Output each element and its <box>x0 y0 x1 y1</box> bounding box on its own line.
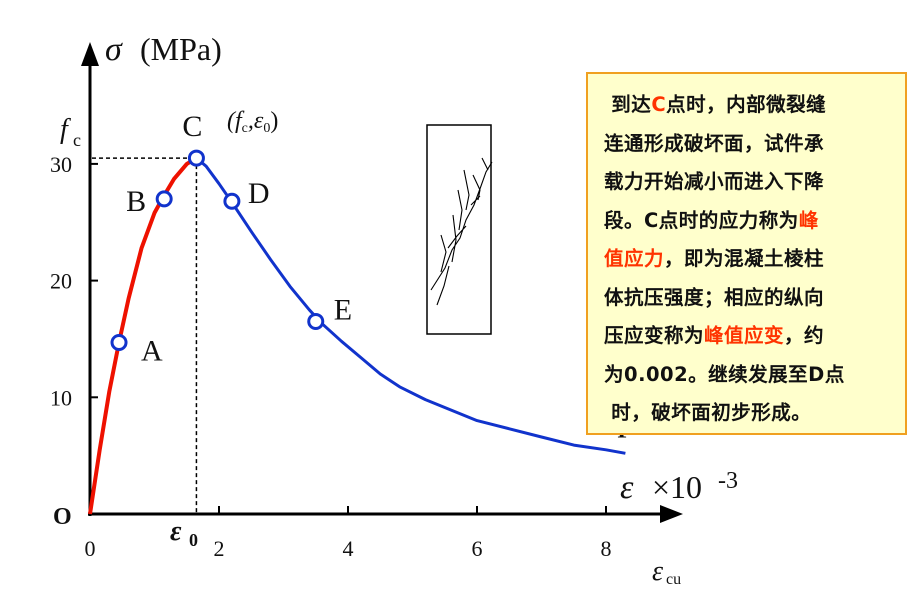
point-group: ABCDEF <box>110 110 632 443</box>
fc-label: f <box>60 114 71 145</box>
origin-label: O <box>53 504 72 530</box>
note-highlight-peak-strain: 峰值应变 <box>704 324 785 347</box>
point-marker-c <box>187 149 205 167</box>
point-marker-e <box>307 312 325 330</box>
note-text: 点时，内部微裂缝 <box>666 93 827 116</box>
x-axis-exp: -3 <box>718 468 738 494</box>
note-line-8: 为0.002。继续发展至D点 <box>604 362 845 386</box>
x-tick-label: 6 <box>472 536 483 561</box>
ecu-label: ε <box>652 556 663 587</box>
note-line-4: 段。C点时的应力称为峰 <box>604 202 895 241</box>
x-tick-label: 4 <box>343 536 354 561</box>
c-coord-close: ) <box>270 108 278 134</box>
point-label-a: A <box>141 334 163 367</box>
point-label-b: B <box>126 185 146 218</box>
eps0-label: ε <box>170 516 182 547</box>
point-label-e: E <box>334 293 352 326</box>
specimen-outline <box>426 124 492 335</box>
y-tick-label: 10 <box>50 385 72 410</box>
note-text: 压应变称为 <box>604 324 705 347</box>
specimen-crack-sketch <box>426 124 493 335</box>
c-coord-label: (fc,ε0) <box>227 108 278 136</box>
note-highlight-c: C <box>651 93 667 116</box>
note-line-7: 压应变称为峰值应变，约 <box>604 317 895 356</box>
note-text: 到达 <box>611 93 652 116</box>
ascending-curve <box>88 156 198 515</box>
point-marker-d <box>223 192 241 210</box>
x-axis-scale: ×10 <box>652 469 702 505</box>
descending-curve <box>195 156 626 455</box>
note-line-3: 载力开始减小而进入下降 <box>604 170 825 193</box>
y-axis-symbol: σ <box>105 31 123 68</box>
note-text: ，约 <box>784 324 825 347</box>
note-line-2: 连通形成破坏面，试件承 <box>604 131 825 155</box>
point-label-d: D <box>248 177 270 210</box>
note-text: 段。C点时的应力称为 <box>604 208 799 232</box>
note-line-6: 体抗压强度；相应的纵向 <box>604 285 825 309</box>
c-coord-mid: ,ε <box>248 108 264 134</box>
eps0-sub-label: 0 <box>189 530 198 550</box>
crack-lines <box>430 157 493 306</box>
note-line-5: 值应力，即为混凝土棱柱 <box>604 240 895 279</box>
fc-sub-label: c <box>73 130 81 150</box>
x-tick-label: 2 <box>214 536 225 561</box>
note-line-1: 到达C点时，内部微裂缝 <box>604 86 895 125</box>
x-tick-label: 0 <box>85 536 96 561</box>
c-coord-open: (f <box>227 108 245 134</box>
note-text: 时，破坏面初步形成。 <box>611 401 812 424</box>
note-line-9: 时，破坏面初步形成。 <box>604 394 895 433</box>
y-axis-unit: (MPa) <box>140 31 222 67</box>
note-highlight-peak: 峰 <box>798 208 819 232</box>
point-marker-a <box>110 333 128 351</box>
explanation-note-box: 到达C点时，内部微裂缝 连通形成破坏面，试件承 载力开始减小而进入下降 段。C点… <box>586 72 907 435</box>
note-highlight-peak-stress: 值应力 <box>604 247 665 270</box>
point-marker-b <box>155 190 173 208</box>
y-tick-label: 20 <box>50 269 72 294</box>
x-axis-symbol: ε <box>620 469 634 506</box>
y-tick-label: 30 <box>50 152 72 177</box>
c-coord-sub1: c <box>242 121 248 136</box>
point-label-c: C <box>182 110 202 143</box>
c-coord-sub2: 0 <box>263 121 270 136</box>
x-axis-arrow-icon <box>660 505 683 523</box>
note-text: ，即为混凝土棱柱 <box>664 247 825 270</box>
x-tick-label: 8 <box>601 536 612 561</box>
ecu-sub-label: cu <box>666 571 681 588</box>
y-axis-arrow-icon <box>81 42 99 66</box>
